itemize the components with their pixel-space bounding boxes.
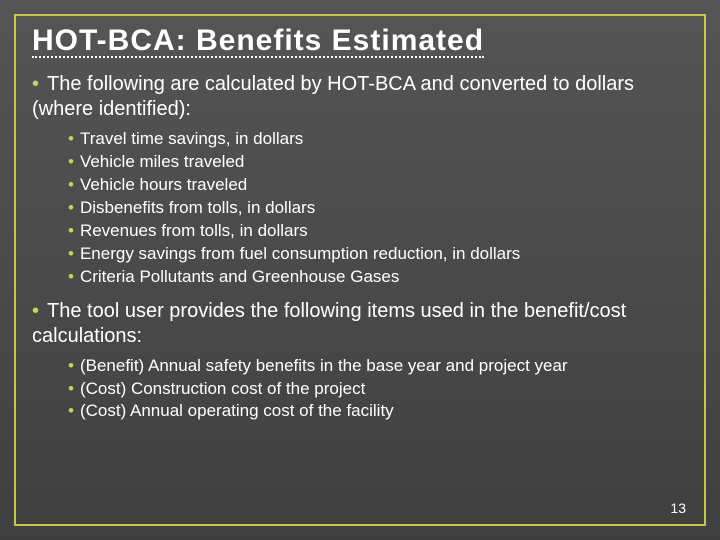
bullet-icon: • — [32, 300, 39, 322]
list-item-text: (Cost) Construction cost of the project — [80, 379, 365, 398]
sub-list-1: • Travel time savings, in dollars • Vehicl… — [68, 128, 688, 289]
bullet-icon: • — [68, 198, 74, 217]
list-item: • (Cost) Construction cost of the project — [68, 378, 688, 401]
list-item-text: Travel time savings, in dollars — [80, 129, 303, 148]
lead-paragraph-2: •The tool user provides the following it… — [32, 299, 688, 349]
slide: HOT-BCA: Benefits Estimated •The followi… — [0, 0, 720, 540]
bullet-icon: • — [32, 73, 39, 95]
bullet-icon: • — [68, 356, 74, 375]
bullet-icon: • — [68, 379, 74, 398]
slide-frame: HOT-BCA: Benefits Estimated •The followi… — [14, 14, 706, 526]
slide-title: HOT-BCA: Benefits Estimated — [32, 26, 484, 58]
lead-text-2: The tool user provides the following ite… — [32, 300, 626, 347]
list-item-text: Criteria Pollutants and Greenhouse Gases — [80, 267, 399, 286]
list-item-text: Energy savings from fuel consumption red… — [80, 244, 520, 263]
lead-paragraph-1: •The following are calculated by HOT-BCA… — [32, 72, 688, 122]
list-item: • (Cost) Annual operating cost of the fac… — [68, 400, 688, 423]
list-item-text: Vehicle hours traveled — [80, 175, 247, 194]
bullet-icon: • — [68, 152, 74, 171]
lead-text-1: The following are calculated by HOT-BCA … — [32, 73, 634, 120]
sub-list-2: • (Benefit) Annual safety benefits in the… — [68, 355, 688, 424]
list-item-text: Disbenefits from tolls, in dollars — [80, 198, 315, 217]
list-item: • Travel time savings, in dollars — [68, 128, 688, 151]
list-item: • Vehicle miles traveled — [68, 151, 688, 174]
list-item: • (Benefit) Annual safety benefits in the… — [68, 355, 688, 378]
list-item-text: Revenues from tolls, in dollars — [80, 221, 308, 240]
bullet-icon: • — [68, 401, 74, 420]
bullet-icon: • — [68, 175, 74, 194]
list-item-text: (Cost) Annual operating cost of the faci… — [80, 401, 394, 420]
list-item: • Criteria Pollutants and Greenhouse Gase… — [68, 266, 688, 289]
list-item-text: Vehicle miles traveled — [80, 152, 244, 171]
page-number: 13 — [670, 500, 686, 516]
bullet-icon: • — [68, 267, 74, 286]
list-item: • Energy savings from fuel consumption re… — [68, 243, 688, 266]
bullet-icon: • — [68, 221, 74, 240]
list-item-text: (Benefit) Annual safety benefits in the … — [80, 356, 568, 375]
bullet-icon: • — [68, 244, 74, 263]
bullet-icon: • — [68, 129, 74, 148]
list-item: • Revenues from tolls, in dollars — [68, 220, 688, 243]
list-item: • Disbenefits from tolls, in dollars — [68, 197, 688, 220]
list-item: • Vehicle hours traveled — [68, 174, 688, 197]
